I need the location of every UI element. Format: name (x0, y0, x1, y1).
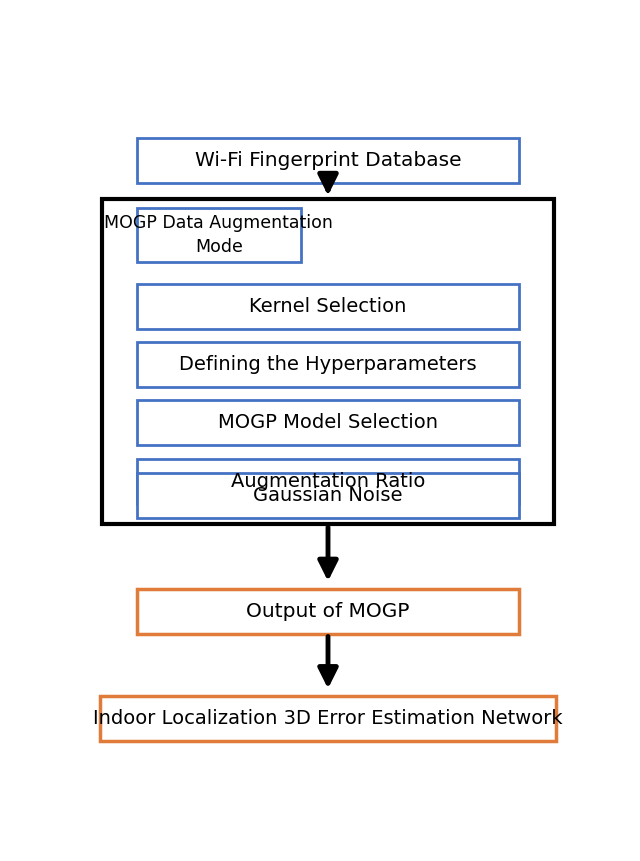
FancyBboxPatch shape (137, 589, 519, 634)
Text: MOGP Data Augmentation
Mode: MOGP Data Augmentation Mode (104, 214, 333, 256)
FancyBboxPatch shape (137, 208, 301, 263)
FancyBboxPatch shape (137, 138, 519, 183)
FancyBboxPatch shape (137, 473, 519, 517)
FancyBboxPatch shape (102, 200, 554, 524)
FancyBboxPatch shape (137, 459, 519, 504)
Text: Output of MOGP: Output of MOGP (246, 602, 410, 621)
Text: Augmentation Ratio: Augmentation Ratio (231, 472, 425, 491)
FancyBboxPatch shape (137, 400, 519, 445)
Text: Indoor Localization 3D Error Estimation Network: Indoor Localization 3D Error Estimation … (93, 709, 563, 728)
FancyBboxPatch shape (137, 283, 519, 329)
FancyBboxPatch shape (137, 342, 519, 387)
Text: MOGP Model Selection: MOGP Model Selection (218, 413, 438, 432)
Text: Wi-Fi Fingerprint Database: Wi-Fi Fingerprint Database (195, 151, 461, 170)
Text: Defining the Hyperparameters: Defining the Hyperparameters (179, 355, 477, 374)
Text: Kernel Selection: Kernel Selection (250, 297, 406, 316)
Text: Gaussian Noise: Gaussian Noise (253, 486, 403, 505)
FancyBboxPatch shape (100, 696, 556, 741)
